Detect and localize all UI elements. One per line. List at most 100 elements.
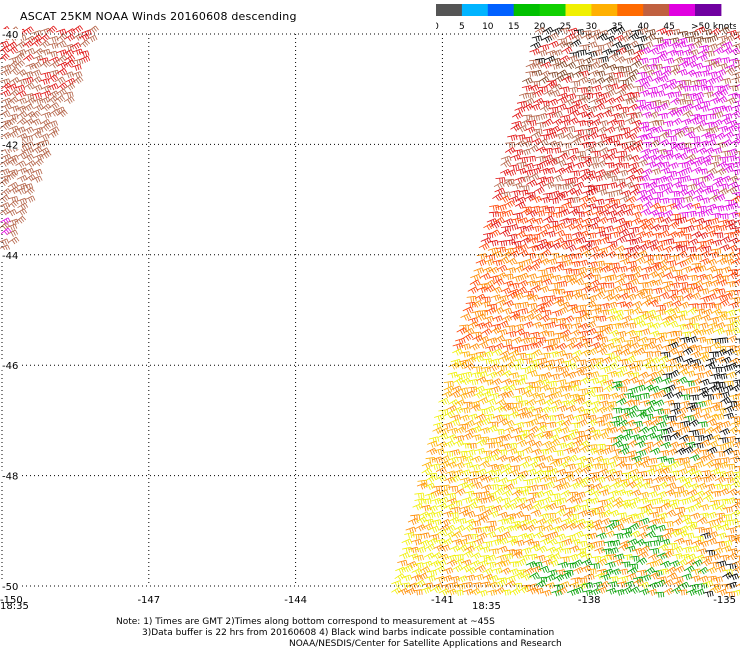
wind-barb [701,187,712,195]
wind-barb [646,464,657,472]
wind-barb [562,510,574,519]
wind-barb [626,440,638,448]
wind-barb [566,398,578,407]
wind-barb [628,40,639,49]
legend-swatch [695,4,722,16]
wind-barb [564,223,576,231]
wind-barb [539,100,550,107]
wind-barb [497,418,509,426]
wind-barb [682,257,694,265]
wind-barb [550,553,561,561]
wind-barb [532,280,543,287]
wind-barb [629,530,641,538]
wind-barb [556,587,568,595]
wind-barb [16,208,28,216]
wind-barb [604,35,616,43]
wind-barb [656,332,667,339]
wind-barb [500,287,512,295]
wind-barb [725,316,736,324]
wind-barb [581,242,593,251]
wind-barb [565,244,577,252]
wind-barb [452,500,463,507]
wind-barb [586,568,597,575]
wind-barb [580,565,592,573]
wind-barb [721,540,733,547]
wind-barb [486,492,497,499]
wind-barb [527,484,539,492]
wind-barb [531,69,543,77]
wind-barb [594,44,605,51]
wind-barb [533,97,545,106]
wind-barb [32,55,44,63]
wind-barb [679,461,691,469]
wind-barb [472,354,484,363]
wind-barb [7,196,19,203]
wind-barb [524,524,536,533]
wind-barb [657,102,669,111]
wind-barb [40,48,51,56]
wind-barb [527,245,539,252]
wind-barb [448,485,459,492]
wind-barb [484,469,496,477]
wind-barb [549,156,560,164]
wind-barb [692,285,704,293]
wind-barb [514,106,526,114]
wind-barb [631,265,643,274]
wind-barb [637,71,648,78]
wind-barb [16,78,28,86]
wind-barb [669,461,681,469]
wind-barb [690,266,702,274]
wind-barb [590,184,601,192]
wind-barb [38,133,50,141]
wind-barb [543,481,555,489]
wind-barb [481,475,493,483]
wind-barb [575,336,587,343]
wind-barb [525,280,537,287]
wind-barb [659,467,671,475]
wind-barb [511,217,522,225]
wind-barb [611,322,622,330]
wind-barb [686,183,698,191]
wind-barb [559,482,571,490]
wind-barb [648,419,660,427]
wind-barb [589,588,601,596]
wind-barb [464,482,476,490]
wind-barb [674,385,685,393]
wind-barb [714,205,725,212]
wind-barb [671,363,683,371]
wind-barb [63,44,74,51]
wind-barb [712,111,724,119]
wind-barb [722,506,733,513]
wind-barb [615,88,627,97]
wind-barb [687,238,699,246]
wind-barb [639,481,651,490]
wind-barb [444,410,455,419]
wind-barb [651,70,663,78]
wind-barb [571,99,583,107]
wind-barb [656,576,668,583]
wind-barb [690,160,702,168]
wind-barb [525,382,536,388]
wind-barb [577,76,589,84]
wind-barb [516,286,528,295]
wind-barb [677,274,689,282]
wind-barb [402,546,413,554]
wind-barb [684,435,695,442]
wind-barb [652,63,663,71]
wind-barb [612,496,624,505]
wind-barb [588,126,599,134]
wind-barb [569,513,580,520]
wind-barb [634,538,646,547]
wind-barb [521,390,533,398]
wind-barb [603,170,614,177]
lat-label-background [0,29,22,39]
wind-barb [454,399,466,407]
wind-barb [588,285,600,293]
wind-barb [591,556,602,563]
wind-barb [699,476,710,483]
wind-barb [580,349,592,357]
wind-barb [675,413,687,421]
wind-barb [606,148,618,155]
wind-barb [498,355,510,363]
wind-barb [697,302,708,309]
